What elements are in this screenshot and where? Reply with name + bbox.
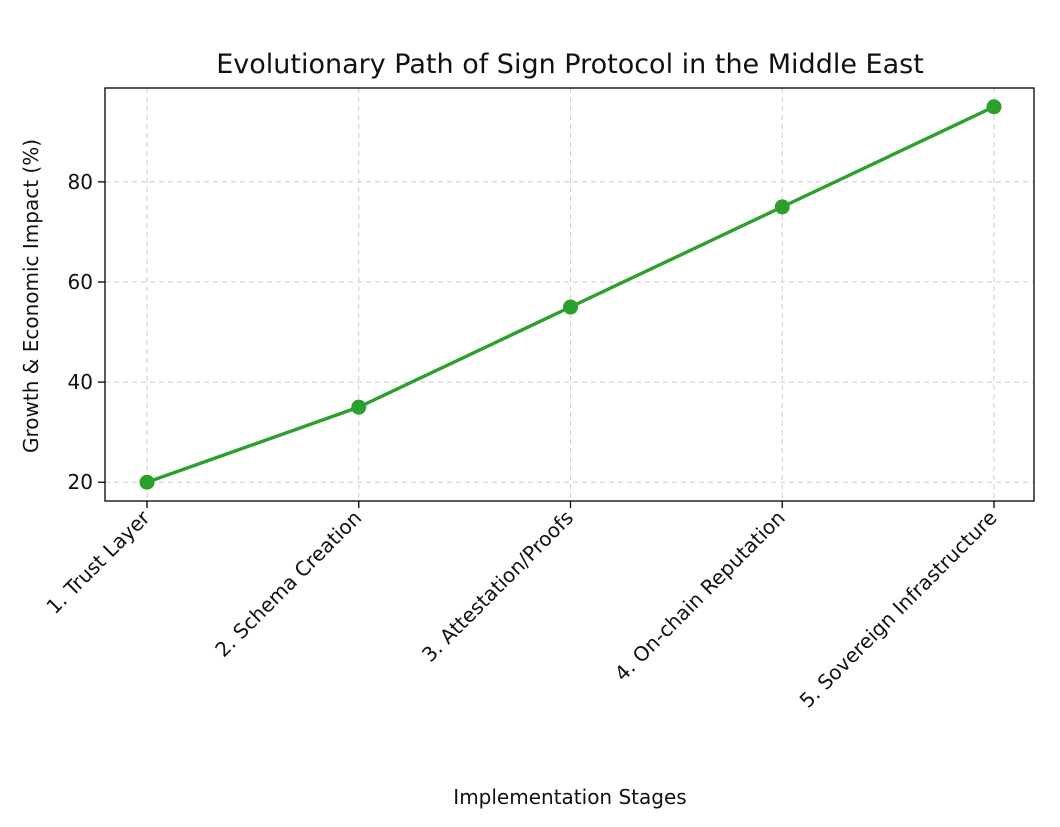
x-tick-label-1: 2. Schema Creation (210, 506, 366, 662)
grid-lines (105, 88, 1034, 501)
y-tick-label-1: 40 (68, 370, 93, 394)
plot-area-frame (104, 87, 1035, 502)
x-tick-label-3: 4. On-chain Reputation (610, 506, 790, 686)
x-tick-label-0: 1. Trust Layer (41, 505, 155, 619)
x-axis-label: Implementation Stages (453, 785, 686, 809)
y-tick-label-2: 60 (68, 270, 93, 294)
x-tick-label-4: 5. Sovereign Infrastructure (795, 506, 1002, 713)
y-axis: 20 40 60 80 (68, 170, 105, 494)
y-tick-label-3: 80 (68, 170, 93, 194)
chart-title: Evolutionary Path of Sign Protocol in th… (216, 49, 924, 80)
data-point-3 (774, 199, 790, 215)
data-point-4 (986, 99, 1002, 115)
y-axis-label: Growth & Economic Impact (%) (19, 139, 43, 453)
data-points (139, 99, 1002, 490)
data-point-2 (563, 299, 578, 315)
x-axis: 1. Trust Layer 2. Schema Creation 3. Attes… (41, 501, 1002, 713)
x-tick-label-2: 3. Attestation/Proofs (417, 506, 578, 667)
y-tick-label-0: 20 (68, 470, 93, 494)
data-point-0 (139, 474, 155, 490)
data-point-1 (351, 399, 367, 415)
